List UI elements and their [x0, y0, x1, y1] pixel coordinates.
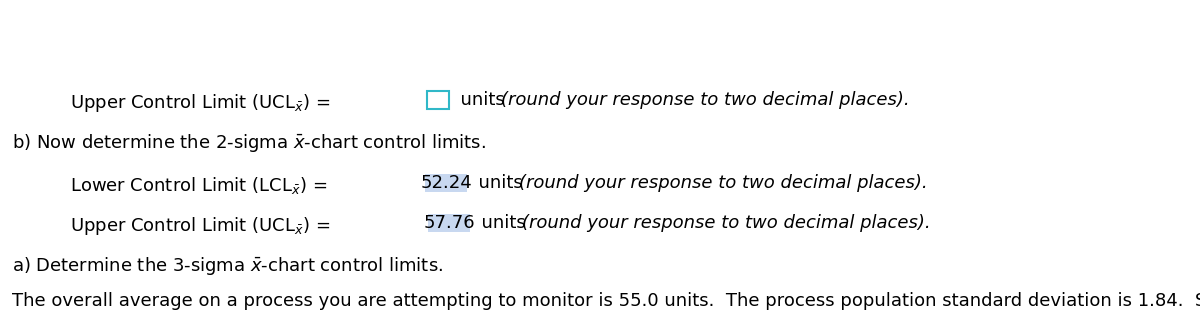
Bar: [427, 91, 449, 109]
Bar: [425, 174, 467, 192]
Text: 57.76: 57.76: [424, 214, 475, 232]
Text: a) Determine the 3-sigma $\bar{x}$-chart control limits.: a) Determine the 3-sigma $\bar{x}$-chart…: [12, 255, 443, 277]
Text: Upper Control Limit (UCL$_{\bar{x}}$) =: Upper Control Limit (UCL$_{\bar{x}}$) =: [70, 215, 332, 237]
Text: (round your response to two decimal places).: (round your response to two decimal plac…: [522, 214, 931, 232]
Text: Upper Control Limit (UCL$_{\bar{x}}$) =: Upper Control Limit (UCL$_{\bar{x}}$) =: [70, 92, 332, 114]
Text: Lower Control Limit (LCL$_{\bar{x}}$) =: Lower Control Limit (LCL$_{\bar{x}}$) =: [70, 175, 329, 196]
Text: units: units: [449, 91, 516, 109]
Text: (round your response to two decimal places).: (round your response to two decimal plac…: [520, 174, 928, 192]
Bar: [428, 214, 470, 232]
Text: The overall average on a process you are attempting to monitor is 55.0 units.  T: The overall average on a process you are…: [12, 292, 1200, 310]
Text: (round your response to two decimal places).: (round your response to two decimal plac…: [502, 91, 910, 109]
Text: units: units: [470, 214, 538, 232]
Text: 52.24: 52.24: [420, 174, 472, 192]
Text: b) Now determine the 2-sigma $\bar{x}$-chart control limits.: b) Now determine the 2-sigma $\bar{x}$-c…: [12, 132, 486, 154]
Text: units: units: [467, 174, 534, 192]
